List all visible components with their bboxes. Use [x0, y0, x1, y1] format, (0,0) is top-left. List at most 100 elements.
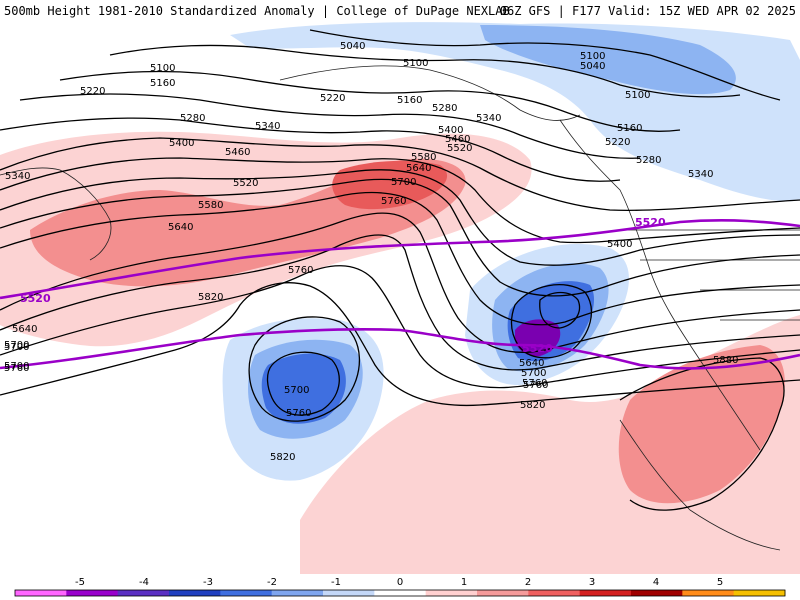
- contour-label: 5460: [445, 134, 470, 145]
- height-contours: [0, 29, 800, 511]
- contour-label: 5220: [605, 137, 630, 148]
- contour-label: 5160: [617, 123, 642, 134]
- positive-anomaly-core-west-2: [332, 160, 448, 210]
- contour-label: 5580: [198, 200, 223, 211]
- contour-5820: [0, 282, 800, 407]
- contour-label: 5760: [286, 408, 311, 419]
- contour-label: 5340: [688, 169, 713, 180]
- contour-label: 5580: [411, 152, 436, 163]
- colorbar-swatch: [117, 590, 170, 596]
- highlight-contour-south: [0, 327, 800, 370]
- highlight-contour-north: [0, 219, 800, 300]
- colorbar-tick-label: 3: [589, 577, 595, 588]
- colorbar-tick-label: -2: [267, 577, 277, 588]
- coastlines: [0, 65, 800, 551]
- anomaly-colorbar: -5 -4 -3 -2 -1 0 1 2 3 4 5: [14, 577, 786, 597]
- contour-label: 5220: [80, 86, 105, 97]
- colorbar-swatches: [14, 589, 786, 597]
- colorbar-swatch: [323, 590, 375, 596]
- contour-label: 5100: [150, 63, 175, 74]
- contour-label: 5520: [233, 178, 258, 189]
- coastline-north-america-west: [559, 119, 761, 451]
- contour-label: 5820: [270, 452, 295, 463]
- anomaly-map: 5040 5100 5100 5160 5220 5220 5160 5280 …: [0, 22, 800, 574]
- contour-label: 5760: [522, 378, 547, 389]
- colorbar-swatch: [631, 590, 683, 596]
- highlight-labels: 5520 5520 5520: [20, 216, 666, 355]
- colorbar-swatch: [220, 590, 273, 596]
- map-title: 500mb Height 1981-2010 Standardized Anom…: [4, 4, 510, 18]
- contour-label: 5100: [403, 58, 428, 69]
- colorbar-tick-label: 4: [653, 577, 659, 588]
- contour-label: 5700: [4, 340, 29, 351]
- contour-label: 5100: [580, 51, 605, 62]
- model-run-info: 06Z GFS | F177 Valid: 15Z WED APR 02 202…: [499, 4, 796, 18]
- highlight-label: 5520: [522, 342, 553, 355]
- contour-label: 5280: [432, 103, 457, 114]
- colorbar-swatch: [169, 590, 221, 596]
- contour-labels: 5040 5100 5100 5160 5220 5220 5160 5280 …: [4, 41, 738, 463]
- map-header: 500mb Height 1981-2010 Standardized Anom…: [0, 0, 800, 22]
- colorbar-swatch: [682, 590, 735, 596]
- contour-label: 5760: [523, 380, 548, 391]
- contour-label: 5700: [521, 368, 546, 379]
- negative-anomaly-area-northeast: [480, 25, 736, 95]
- contour-5700: [0, 234, 800, 371]
- colorbar-tick-label: -3: [203, 577, 213, 588]
- colorbar-outline: [14, 589, 786, 597]
- contour-label: 5280: [180, 113, 205, 124]
- coastline-mexico: [619, 419, 781, 551]
- colorbar-swatch: [579, 590, 632, 596]
- colorbar-swatch: [528, 590, 581, 596]
- contour-label: 5460: [225, 147, 250, 158]
- contour-5040: [309, 29, 781, 101]
- colorbar-tick-label: 5: [717, 577, 723, 588]
- colorbar-ticks: -5 -4 -3 -2 -1 0 1 2 3 4 5: [75, 577, 723, 588]
- contour-label: 5340: [255, 121, 280, 132]
- contour-label: 5160: [150, 78, 175, 89]
- contour-label: 5760: [381, 196, 406, 207]
- colorbar-tick-label: 1: [461, 577, 467, 588]
- colorbar-swatch: [374, 590, 427, 596]
- contour-5520: [0, 178, 800, 297]
- contour-closed-low-center-inner: [266, 351, 340, 416]
- colorbar-tick-label: -5: [75, 577, 85, 588]
- contour-label: 5280: [636, 155, 661, 166]
- contour-label: 5820: [520, 400, 545, 411]
- contour-label: 5520: [447, 143, 472, 154]
- contour-5400: [0, 157, 800, 244]
- contour-label: 5700: [284, 385, 309, 396]
- contour-5160: [59, 70, 681, 132]
- contour-label: 5640: [12, 324, 37, 335]
- highlight-label: 5520: [635, 216, 666, 229]
- coastline-alaska: [279, 65, 581, 121]
- contour-5760: [0, 265, 800, 389]
- contour-label: 5760: [4, 363, 29, 374]
- province-lines: [620, 229, 800, 321]
- contour-label: 5220: [320, 93, 345, 104]
- colorbar-tick-label: -4: [139, 577, 149, 588]
- contour-label: 5400: [607, 239, 632, 250]
- colorbar-tick-label: 0: [397, 577, 403, 588]
- contour-closed-low-center: [248, 316, 361, 422]
- colorbar-swatch: [733, 590, 786, 596]
- colorbar-tick-label: -1: [331, 577, 341, 588]
- contour-label: 5040: [580, 61, 605, 72]
- contour-label: 5880: [713, 355, 738, 366]
- coastline-asia: [0, 167, 112, 261]
- colorbar-tick-label: 2: [525, 577, 531, 588]
- contour-label: 5640: [406, 163, 431, 174]
- contour-label: 5640: [519, 358, 544, 369]
- contour-label: 5040: [340, 41, 365, 52]
- contour-label: 5820: [198, 292, 223, 303]
- colorbar-swatch: [271, 590, 324, 596]
- contour-label: 5100: [625, 90, 650, 101]
- contour-5460: [0, 169, 800, 266]
- contour-closed-low-east-inner: [539, 291, 581, 329]
- highlight-5520-contours: [0, 219, 800, 370]
- contour-5280: [0, 117, 621, 182]
- contour-label: 5400: [438, 125, 463, 136]
- colorbar-swatch: [477, 590, 529, 596]
- contour-5580: [0, 191, 800, 326]
- contour-label: 5700: [4, 342, 29, 353]
